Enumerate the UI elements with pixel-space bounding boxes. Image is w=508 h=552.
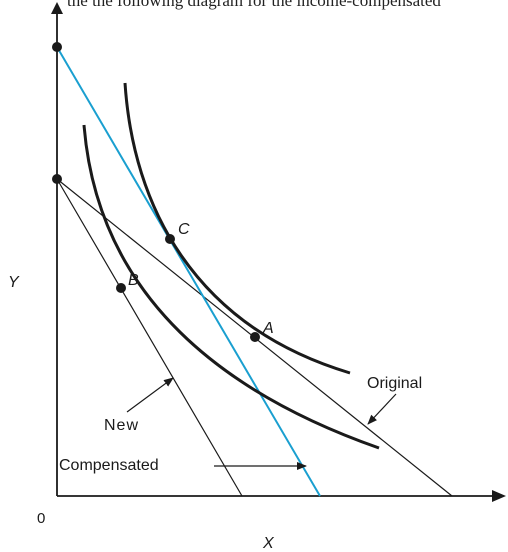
point-c xyxy=(165,234,175,244)
y-intercept-compensated-point xyxy=(52,42,62,52)
indifference-curve-lower xyxy=(82,124,380,450)
x-axis-label: X xyxy=(262,535,275,552)
x-axis-arrow-icon xyxy=(492,490,506,502)
point-b-label: B xyxy=(128,272,139,289)
point-c-label: C xyxy=(178,221,190,238)
indifference-curve-upper xyxy=(123,82,351,375)
new-label: New xyxy=(104,417,139,434)
point-b xyxy=(116,283,126,293)
compensated-budget-line xyxy=(56,46,321,497)
original-label: Original xyxy=(367,375,422,392)
y-intercept-original-point xyxy=(52,174,62,184)
original-pointer-arrow xyxy=(367,393,397,425)
origin-label: 0 xyxy=(37,510,45,527)
point-a xyxy=(250,332,260,342)
compensated-label: Compensated xyxy=(59,457,159,474)
new-budget-line xyxy=(56,178,243,497)
point-a-label: A xyxy=(262,320,274,337)
cropped-header-text: the the following diagram for the income… xyxy=(67,0,441,10)
y-axis-arrow-icon xyxy=(51,2,63,14)
new-pointer-arrow xyxy=(126,377,174,413)
y-axis-label: Y xyxy=(8,274,20,291)
